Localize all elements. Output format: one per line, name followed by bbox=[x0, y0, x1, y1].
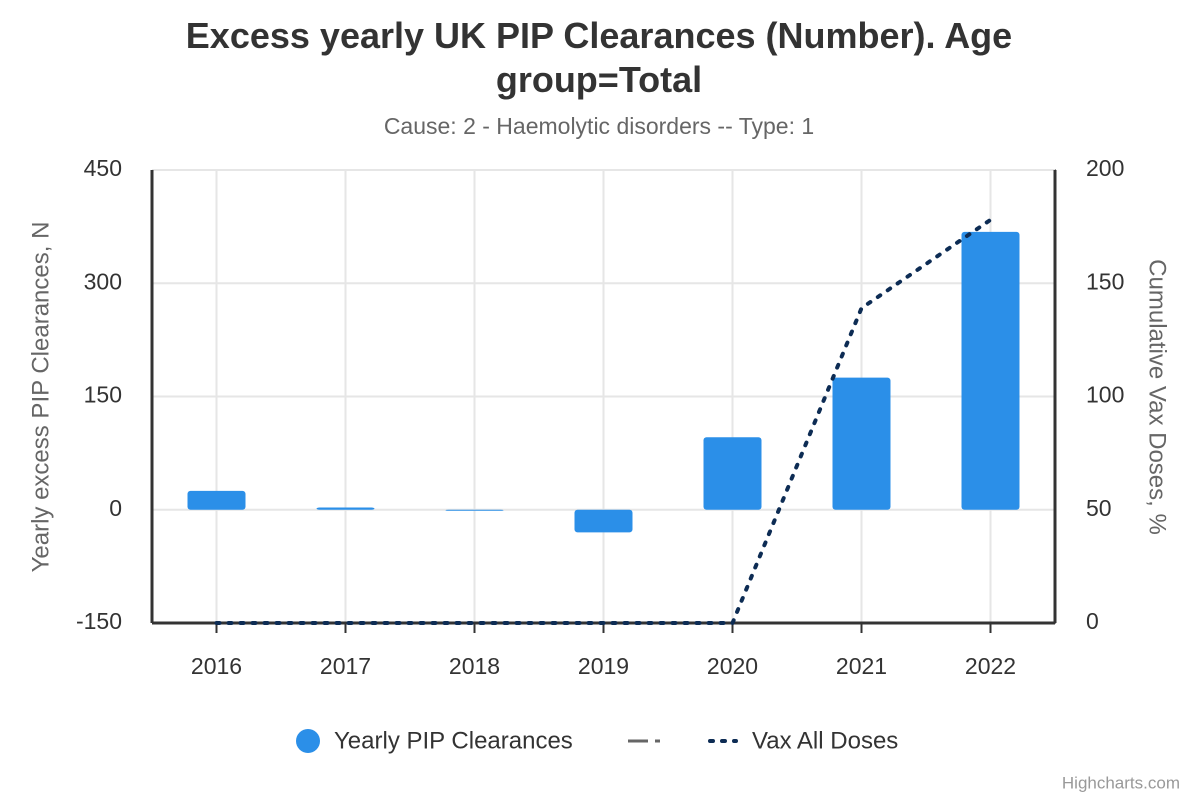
bar bbox=[961, 231, 1020, 510]
legend-symbol bbox=[296, 729, 320, 753]
x-tick-label: 2021 bbox=[836, 653, 887, 679]
y2-tick-label: 0 bbox=[1086, 608, 1099, 634]
bar bbox=[187, 490, 246, 510]
chart-subtitle: Cause: 2 - Haemolytic disorders -- Type:… bbox=[384, 113, 814, 139]
x-tick-label: 2018 bbox=[449, 653, 500, 679]
legend-label: Yearly PIP Clearances bbox=[334, 727, 573, 754]
y-tick-label: 150 bbox=[84, 382, 122, 408]
x-tick-label: 2020 bbox=[707, 653, 758, 679]
bar bbox=[316, 507, 375, 510]
bar bbox=[703, 437, 762, 510]
credits: Highcharts.com bbox=[1062, 773, 1180, 792]
y2-tick-label: 50 bbox=[1086, 495, 1112, 521]
chart-title: Excess yearly UK PIP Clearances (Number)… bbox=[186, 15, 1012, 100]
y-tick-label: 450 bbox=[84, 155, 122, 181]
x-tick-label: 2022 bbox=[965, 653, 1016, 679]
line bbox=[214, 217, 993, 625]
y2-tick-label: 200 bbox=[1086, 155, 1124, 181]
legend: Yearly PIP Clearances Vax All Doses bbox=[296, 727, 898, 754]
x-tick-label: 2017 bbox=[320, 653, 371, 679]
y-tick-label: 0 bbox=[109, 495, 122, 521]
y2-tick-label: 100 bbox=[1086, 382, 1124, 408]
legend-label: Vax All Doses bbox=[752, 727, 898, 754]
x-tick-label: 2016 bbox=[191, 653, 242, 679]
y2-axis-title: Cumulative Vax Doses, % bbox=[1144, 259, 1171, 535]
y-axis-title: Yearly excess PIP Clearances, N bbox=[27, 222, 54, 573]
y-tick-label: 300 bbox=[84, 268, 122, 294]
bar bbox=[574, 509, 633, 533]
x-tick-label: 2019 bbox=[578, 653, 629, 679]
bar bbox=[445, 509, 504, 511]
y-tick-label: -150 bbox=[76, 608, 122, 634]
y2-tick-label: 150 bbox=[1086, 268, 1124, 294]
bar bbox=[832, 377, 891, 510]
